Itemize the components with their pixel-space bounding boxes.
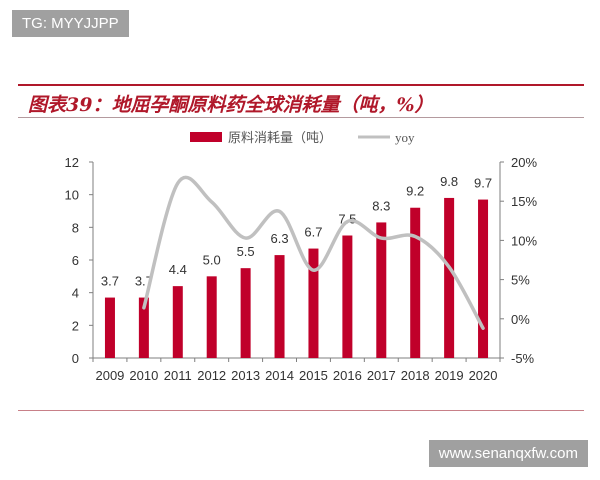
bar-data-label: 9.2 — [406, 184, 424, 199]
bar-data-label: 6.7 — [304, 225, 322, 240]
watermark-bottom: www.senanqxfw.com — [428, 440, 588, 467]
title-top-rule — [18, 84, 584, 86]
right-tick-label: -5% — [511, 351, 535, 366]
left-tick-label: 10 — [65, 188, 79, 203]
chart-title: 图表39：地屈孕酮原料药全球消耗量（吨，%） — [28, 94, 434, 116]
bar — [172, 286, 183, 358]
x-tick-label: 2017 — [367, 368, 396, 383]
bottom-rule — [18, 410, 584, 411]
title-bottom-rule — [18, 117, 584, 118]
right-tick-label: 0% — [511, 312, 530, 327]
x-tick-label: 2009 — [95, 368, 124, 383]
bar — [444, 197, 455, 358]
watermark-top: TG: MYYJJPP — [12, 10, 129, 37]
x-tick-label: 2020 — [469, 368, 498, 383]
left-tick-label: 0 — [72, 351, 79, 366]
right-tick-label: 15% — [511, 194, 537, 209]
legend-line-label: yoy — [395, 130, 415, 145]
legend-bar-label: 原料消耗量（吨） — [228, 130, 332, 145]
left-tick-label: 12 — [65, 155, 79, 170]
x-tick-label: 2014 — [265, 368, 294, 383]
left-tick-label: 4 — [72, 286, 79, 301]
x-tick-label: 2015 — [299, 368, 328, 383]
bar — [206, 276, 217, 358]
left-tick-label: 8 — [72, 220, 79, 235]
bar-data-label: 9.8 — [440, 174, 458, 189]
legend-bar-swatch — [190, 132, 222, 142]
bar — [376, 222, 387, 358]
right-tick-label: 10% — [511, 233, 537, 248]
bar — [478, 199, 489, 358]
x-tick-label: 2019 — [435, 368, 464, 383]
bar-data-label: 6.3 — [271, 231, 289, 246]
right-tick-label: 20% — [511, 155, 537, 170]
bar-data-label: 9.7 — [474, 176, 492, 191]
bar — [138, 297, 149, 358]
bar-data-label: 5.5 — [237, 244, 255, 259]
bar-data-label: 3.7 — [101, 274, 119, 289]
x-tick-label: 2016 — [333, 368, 362, 383]
left-tick-label: 2 — [72, 318, 79, 333]
bar — [410, 207, 421, 358]
bar — [240, 268, 251, 358]
x-tick-label: 2010 — [129, 368, 158, 383]
yoy-line — [142, 175, 485, 330]
bar-data-label: 4.4 — [169, 262, 187, 277]
bar — [274, 255, 285, 358]
right-tick-label: 5% — [511, 273, 530, 288]
x-tick-label: 2011 — [164, 368, 192, 383]
x-tick-label: 2018 — [401, 368, 430, 383]
bar-data-label: 5.0 — [203, 252, 221, 267]
x-tick-label: 2013 — [231, 368, 260, 383]
bar — [104, 297, 115, 358]
bar-data-label: 7.5 — [338, 212, 356, 227]
bar — [342, 235, 353, 358]
bar — [308, 248, 319, 358]
bar-data-label: 8.3 — [372, 198, 390, 213]
x-tick-label: 2012 — [197, 368, 226, 383]
left-tick-label: 6 — [72, 253, 79, 268]
